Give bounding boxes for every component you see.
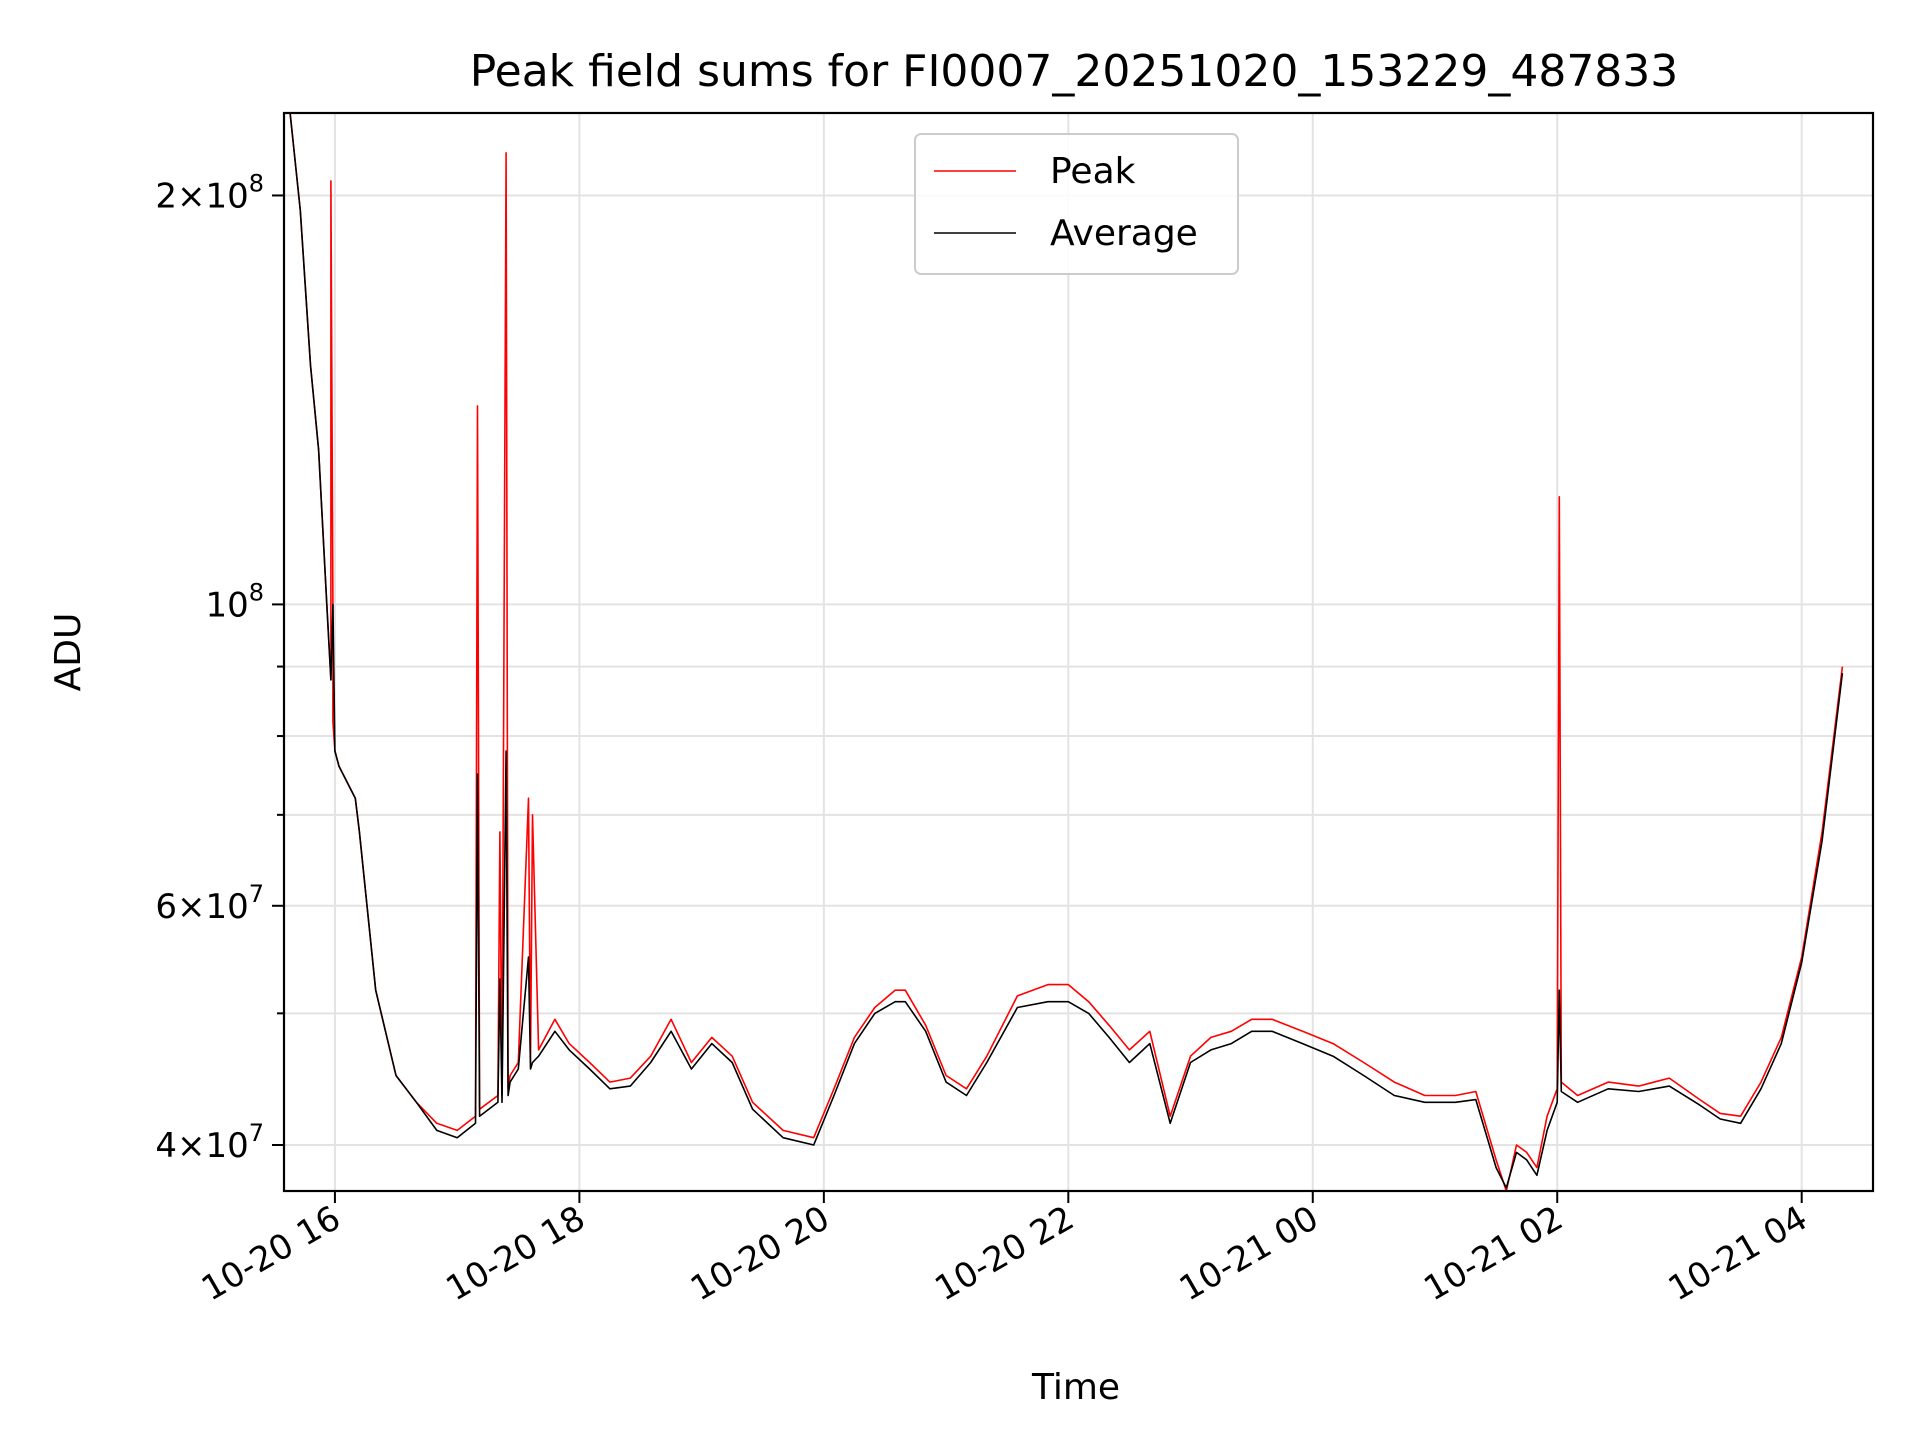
y-tick-mantissa: 6×: [155, 887, 205, 927]
y-tick-base: 10: [205, 176, 248, 216]
y-tick-exponent: 8: [249, 169, 264, 197]
y-tick-label: 108: [205, 578, 264, 625]
legend: Peak Average: [914, 133, 1239, 275]
y-tick-label: 2×108: [155, 169, 264, 216]
y-tick-label: 4×107: [155, 1119, 264, 1166]
y-axis-label: ADU: [48, 613, 89, 692]
y-tick-mantissa: 2×: [155, 176, 205, 216]
plot-area: [289, 113, 1844, 1191]
y-tick-mantissa: 4×: [155, 1126, 205, 1166]
y-tick-label: 6×107: [155, 880, 264, 927]
x-axis-label: Time: [1031, 1367, 1120, 1408]
y-tick-base: 10: [205, 585, 248, 625]
y-tick-exponent: 8: [249, 578, 264, 606]
y-tick-exponent: 7: [249, 1119, 264, 1147]
y-tick-base: 10: [205, 887, 248, 927]
legend-label-peak: Peak: [1050, 151, 1136, 192]
axes-frame: [282, 111, 1875, 1193]
series-line-average: [289, 113, 1844, 1189]
y-tick-base: 10: [205, 1126, 248, 1166]
series-line-peak: [289, 113, 1844, 1191]
chart-title: Peak field sums for FI0007_20251020_1532…: [470, 46, 1679, 97]
legend-label-average: Average: [1050, 213, 1198, 254]
y-tick-exponent: 7: [249, 880, 264, 908]
legend-box: [914, 133, 1239, 275]
